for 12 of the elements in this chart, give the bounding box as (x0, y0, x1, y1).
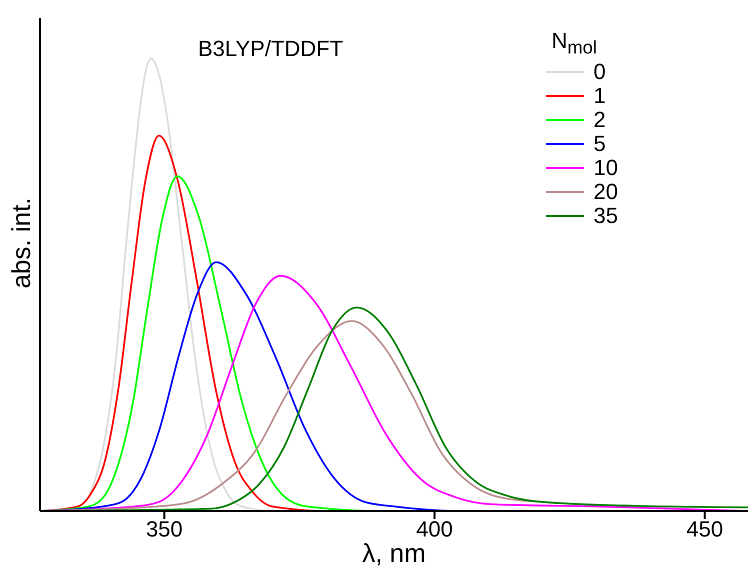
legend-label: 20 (594, 179, 618, 206)
x-tick-label: 450 (686, 516, 724, 542)
legend-label: 10 (594, 155, 618, 182)
legend-label: 5 (594, 131, 606, 158)
y-axis-title: abs. int. (6, 196, 36, 291)
legend-label: 35 (594, 203, 618, 230)
x-tick-label: 350 (146, 516, 183, 542)
legend-title: N$_{mol}$ (552, 28, 598, 58)
legend-label: 1 (594, 83, 606, 110)
legend-label: 2 (594, 107, 606, 134)
legend-label: 0 (594, 59, 606, 86)
chart-title: B3LYP/TDDFT (198, 36, 344, 62)
